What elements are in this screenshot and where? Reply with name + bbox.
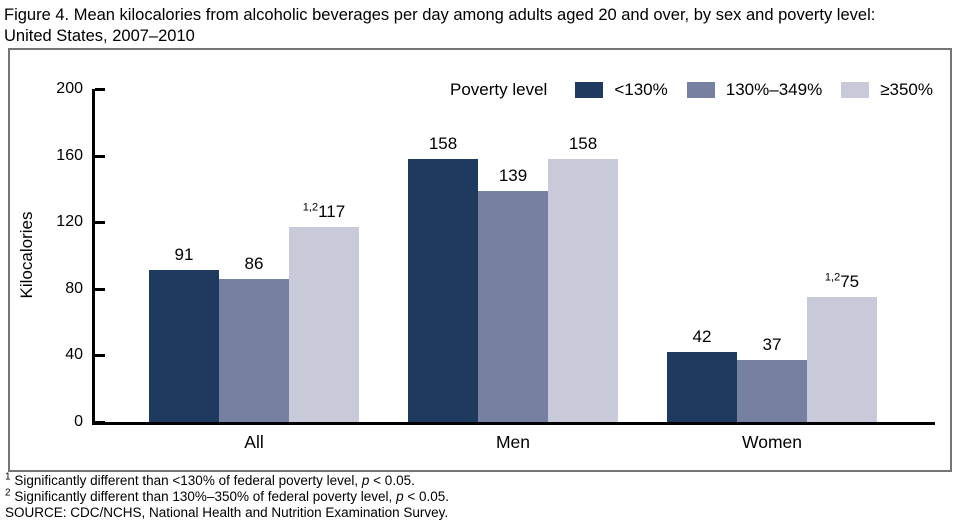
bar-value-label: 1,275 <box>824 271 860 291</box>
legend-entry-0: <130% <box>575 80 668 100</box>
y-tick-mark <box>95 221 105 225</box>
p-value-symbol: p <box>396 489 404 504</box>
legend-swatch-icon <box>841 82 870 98</box>
bar-women-1 <box>737 360 807 422</box>
bar-value-label: 86 <box>244 254 264 273</box>
bar-women-0 <box>667 352 737 422</box>
y-tick-label: 160 <box>56 146 83 164</box>
bar-men-2 <box>548 159 618 422</box>
chart-legend: Poverty level <130% 130%–349% ≥350% <box>450 80 933 100</box>
bar-value-label: 42 <box>692 327 712 346</box>
source-note: SOURCE: CDC/NCHS, National Health and Nu… <box>5 505 449 520</box>
category-label-women: Women <box>742 432 802 452</box>
footnote-1: 1 Significantly different than <130% of … <box>5 471 415 488</box>
legend-entry-label: 130%–349% <box>725 80 823 99</box>
footnotes: 1 Significantly different than <130% of … <box>5 471 955 521</box>
figure-title-line2: United States, 2007–2010 <box>4 27 195 45</box>
legend-entry-1: 130%–349% <box>686 80 823 100</box>
y-tick-label: 0 <box>74 413 83 430</box>
bar-men-0 <box>408 159 478 422</box>
bar-value-label: 139 <box>498 166 528 185</box>
y-tick-mark <box>95 287 105 291</box>
x-axis-line <box>92 422 935 425</box>
bar-all-1 <box>219 279 289 422</box>
legend-entry-label: <130% <box>614 80 668 99</box>
bar-value-label: 37 <box>762 335 782 354</box>
legend-swatch-icon <box>575 82 604 98</box>
bar-all-2 <box>289 227 359 422</box>
category-label-men: Men <box>495 432 531 452</box>
legend-entry-label: ≥350% <box>880 80 933 99</box>
bar-value-label: 158 <box>568 134 598 153</box>
figure-title: Figure 4. Mean kilocalories from alcohol… <box>4 5 954 47</box>
p-value-symbol: p <box>361 473 370 488</box>
y-tick-label: 120 <box>56 213 83 231</box>
footnote-superscript: 2 <box>5 487 11 499</box>
y-tick-label: 40 <box>65 346 83 364</box>
figure-title-line1: Figure 4. Mean kilocalories from alcohol… <box>4 6 876 24</box>
legend-entry-2: ≥350% <box>841 80 933 100</box>
y-tick-label: 80 <box>65 279 83 297</box>
bar-value-label: 1,2117 <box>302 201 346 221</box>
legend-title: Poverty level <box>450 80 548 99</box>
bar-value-label: 158 <box>428 134 458 153</box>
category-label-all: All <box>244 432 264 452</box>
bar-women-2 <box>807 297 877 422</box>
y-tick-mark <box>95 154 105 158</box>
footnote-superscript: 1 <box>5 471 11 483</box>
footnote-2: 2 Significantly different than 130%–350%… <box>5 487 449 504</box>
y-tick-label: 200 <box>56 80 83 97</box>
bar-men-1 <box>478 191 548 422</box>
legend-swatch-icon <box>686 82 715 98</box>
chart-area: Poverty level <130% 130%–349% ≥350% Kiloca… <box>8 48 952 472</box>
y-axis-line <box>92 89 95 425</box>
significance-superscript: 1,2 <box>824 271 841 284</box>
bar-value-label: 91 <box>174 245 194 264</box>
bar-all-0 <box>149 270 219 422</box>
y-tick-mark <box>95 88 105 91</box>
y-tick-mark <box>95 354 105 358</box>
significance-superscript: 1,2 <box>302 201 319 214</box>
y-tick-mark <box>95 421 105 424</box>
